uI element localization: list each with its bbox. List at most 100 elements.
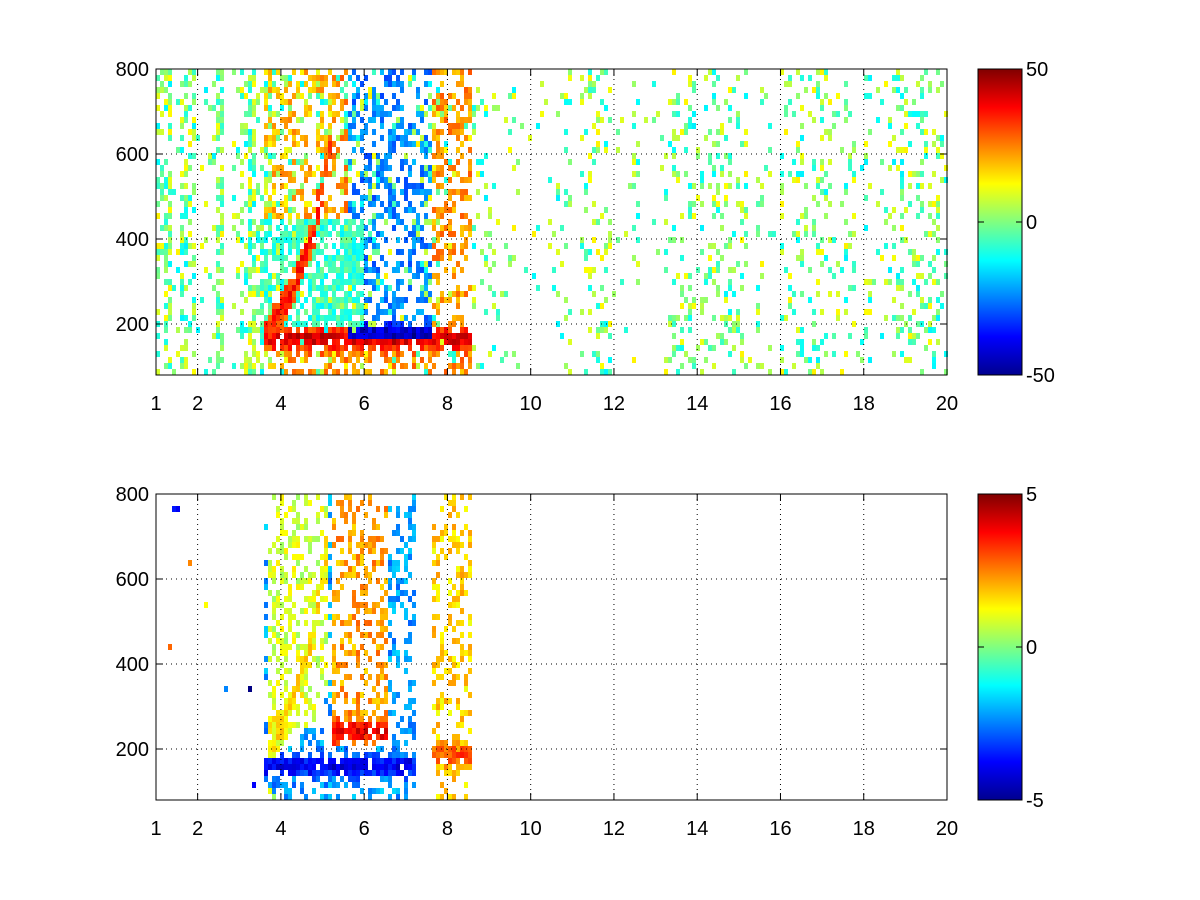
heatmap-cell [248,285,252,291]
heatmap-cell [272,243,276,249]
heatmap-cell [844,297,848,303]
heatmap-cell [308,351,312,357]
heatmap-cell [460,153,464,159]
heatmap-cell [364,165,368,171]
heatmap-cell [324,560,328,566]
heatmap-cell [332,722,336,728]
heatmap-cell [436,99,440,105]
heatmap-cell [268,656,272,662]
heatmap-cell [268,219,272,225]
heatmap-cell [280,219,284,225]
heatmap-cell [816,87,820,93]
heatmap-cell [280,638,284,644]
heatmap-cell [632,255,636,261]
heatmap-cell [372,740,376,746]
heatmap-cell [348,291,352,297]
heatmap-cell [468,195,472,201]
heatmap-cell [468,530,472,536]
heatmap-cell [360,728,364,734]
heatmap-cell [340,243,344,249]
heatmap-cell [604,105,608,111]
heatmap-cell [336,728,340,734]
heatmap-cell [368,165,372,171]
heatmap-cell [728,117,732,123]
heatmap-cell [920,159,924,165]
heatmap-cell [376,309,380,315]
heatmap-cell [900,303,904,309]
heatmap-cell [300,369,304,375]
heatmap-cell [924,279,928,285]
heatmap-cell [848,165,852,171]
heatmap-cell [308,740,312,746]
heatmap-cell [336,321,340,327]
heatmap-cell [384,357,388,363]
heatmap-cell [180,99,184,105]
heatmap-cell [364,764,368,770]
heatmap-cell [344,243,348,249]
heatmap-cell [456,572,460,578]
heatmap-cell [308,225,312,231]
heatmap-cell [160,87,164,93]
heatmap-cell [380,123,384,129]
heatmap-cell [396,746,400,752]
heatmap-cell [440,207,444,213]
heatmap-cell [680,345,684,351]
heatmap-cell [440,327,444,333]
heatmap-cell [212,369,216,375]
heatmap-cell [580,237,584,243]
heatmap-cell [460,632,464,638]
heatmap-cell [912,279,916,285]
heatmap-cell [456,303,460,309]
heatmap-cell [672,279,676,285]
heatmap-cell [944,165,948,171]
heatmap-cell [308,602,312,608]
heatmap-cell [432,69,436,75]
heatmap-cell [324,99,328,105]
heatmap-cell [340,267,344,273]
heatmap-cell [340,105,344,111]
heatmap-cell [436,129,440,135]
heatmap-cell [340,333,344,339]
heatmap-cell [424,99,428,105]
heatmap-cell [364,351,368,357]
heatmap-cell [356,339,360,345]
heatmap-cell [720,129,724,135]
heatmap-cell [308,632,312,638]
heatmap-cell [456,566,460,572]
heatmap-cell [604,327,608,333]
heatmap-cell [284,285,288,291]
heatmap-cell [448,297,452,303]
x-tick-label: 12 [603,818,625,840]
heatmap-cell [336,668,340,674]
heatmap-cell [284,734,288,740]
heatmap-cell [324,572,328,578]
heatmap-cell [896,75,900,81]
heatmap-cell [392,734,396,740]
heatmap-cell [632,111,636,117]
heatmap-cell [264,656,268,662]
heatmap-cell [328,153,332,159]
heatmap-cell [344,494,348,500]
heatmap-cell [680,303,684,309]
heatmap-cell [368,608,372,614]
heatmap-cell [408,165,412,171]
heatmap-cell [888,165,892,171]
heatmap-cell [420,165,424,171]
heatmap-cell [448,578,452,584]
heatmap-cell [564,363,568,369]
heatmap-cell [312,333,316,339]
heatmap-cell [848,231,852,237]
heatmap-cell [352,81,356,87]
heatmap-cell [364,602,368,608]
heatmap-cell [800,255,804,261]
heatmap-cell [372,728,376,734]
heatmap-cell [220,87,224,93]
heatmap-cell [268,111,272,117]
heatmap-cell [356,249,360,255]
heatmap-cell [376,105,380,111]
heatmap-cell [384,698,388,704]
heatmap-cell [780,201,784,207]
heatmap-cell [296,333,300,339]
heatmap-cell [464,345,468,351]
heatmap-cell [688,81,692,87]
